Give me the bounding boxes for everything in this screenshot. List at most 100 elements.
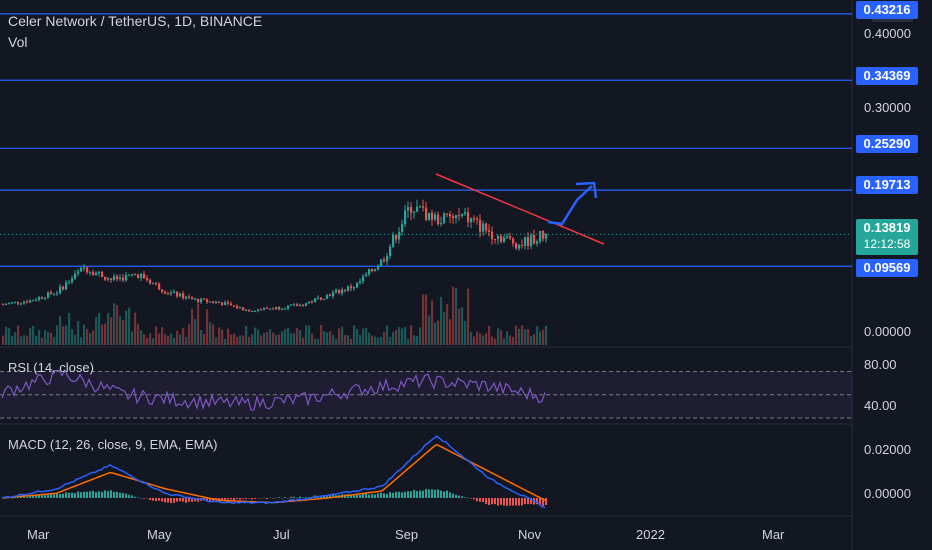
- candle-body: [209, 301, 212, 303]
- candle-body: [173, 291, 176, 293]
- candle-body: [14, 301, 17, 303]
- volume-bar: [518, 328, 521, 345]
- macd-histogram-bar: [23, 496, 25, 498]
- macd-histogram-bar: [38, 494, 40, 498]
- candle-body: [77, 271, 80, 274]
- volume-bar: [476, 331, 479, 345]
- macd-histogram-bar: [485, 498, 487, 505]
- candle-body: [257, 309, 260, 311]
- macd-histogram-bar: [104, 490, 106, 498]
- volume-bar: [281, 331, 284, 345]
- candle-body: [107, 278, 110, 280]
- macd-histogram-bar: [188, 498, 190, 502]
- volume-bar: [170, 333, 173, 345]
- candle-body: [299, 304, 302, 306]
- macd-histogram-bar: [119, 492, 121, 498]
- symbol-title[interactable]: Celer Network / TetherUS, 1D, BINANCE: [8, 13, 263, 29]
- volume-bar: [275, 335, 278, 345]
- macd-histogram-bar: [161, 498, 163, 502]
- volume-bar: [293, 333, 296, 345]
- macd-histogram-bar: [80, 492, 82, 498]
- macd-histogram-bar: [140, 497, 142, 499]
- volume-bar: [245, 325, 248, 345]
- candle-body: [302, 304, 305, 307]
- volume-bar: [110, 317, 113, 345]
- macd-histogram-bar: [380, 492, 382, 498]
- macd-histogram-bar: [248, 498, 250, 499]
- candle-body: [11, 302, 14, 304]
- volume-bar: [284, 329, 287, 345]
- volume-bar: [116, 305, 119, 345]
- candle-body: [119, 277, 122, 280]
- macd-histogram-bar: [71, 492, 73, 498]
- bar-countdown: 12:12:58: [863, 237, 911, 251]
- macd-histogram-bar: [302, 497, 304, 498]
- volume-bar: [401, 328, 404, 345]
- candle-body: [338, 290, 341, 294]
- volume-bar: [29, 328, 32, 345]
- volume-bar: [299, 330, 302, 345]
- volume-bar: [542, 329, 545, 345]
- volume-bar: [443, 312, 446, 345]
- candle-body: [293, 304, 296, 306]
- macd-histogram-bar: [149, 498, 151, 500]
- candle-body: [323, 298, 326, 300]
- macd-histogram-bar: [299, 496, 301, 498]
- volume-bar: [344, 334, 347, 345]
- volume-bar: [386, 325, 389, 345]
- candle-body: [38, 297, 41, 300]
- candle-body: [377, 266, 380, 270]
- volume-bar: [425, 294, 428, 345]
- volume-bar: [47, 332, 50, 345]
- candle-body: [425, 207, 428, 220]
- candle-body: [452, 216, 455, 219]
- macd-histogram-bar: [125, 493, 127, 498]
- macd-histogram-bar: [74, 493, 76, 498]
- volume-bar: [500, 330, 503, 345]
- level-tag-034369: 0.34369: [856, 67, 918, 85]
- macd-histogram-bar: [350, 495, 352, 498]
- candle-body: [65, 282, 68, 290]
- macd-histogram-bar: [401, 492, 403, 498]
- candle-body: [116, 276, 119, 280]
- volume-bar: [41, 337, 44, 345]
- macd-histogram-bar: [251, 498, 253, 500]
- volume-bar: [134, 312, 137, 345]
- candle-body: [518, 244, 521, 249]
- rsi-label[interactable]: RSI (14, close): [8, 360, 94, 375]
- volume-bar: [83, 324, 86, 345]
- level-tag-009569: 0.09569: [856, 259, 918, 277]
- candle-body: [356, 282, 359, 288]
- macd-histogram-bar: [116, 491, 118, 498]
- candle-body: [413, 211, 416, 213]
- candle-body: [245, 309, 248, 311]
- macd-histogram-bar: [83, 491, 85, 498]
- macd-label[interactable]: MACD (12, 26, close, 9, EMA, EMA): [8, 437, 218, 452]
- candle-body: [410, 206, 413, 213]
- macd-histogram-bar: [107, 491, 109, 498]
- volume-bar: [365, 327, 368, 345]
- macd-histogram-bar: [14, 497, 16, 498]
- volume-bar: [515, 325, 518, 345]
- volume-bar: [203, 334, 206, 345]
- volume-label[interactable]: Vol: [8, 34, 28, 50]
- macd-histogram-bar: [500, 498, 502, 505]
- macd-histogram-bar: [461, 496, 463, 498]
- volume-bar: [413, 335, 416, 345]
- macd-histogram-bar: [527, 498, 529, 505]
- volume-bar: [449, 319, 452, 345]
- macd-histogram-bar: [473, 498, 475, 500]
- volume-bar: [206, 309, 209, 345]
- macd-histogram-bar: [209, 498, 211, 502]
- volume-bar: [257, 329, 260, 345]
- volume-bar: [392, 332, 395, 345]
- volume-bar: [524, 329, 527, 345]
- volume-bar: [389, 336, 392, 345]
- macd-histogram-bar: [503, 498, 505, 506]
- volume-bar: [278, 334, 281, 345]
- volume-bar: [488, 325, 491, 345]
- volume-bar: [74, 334, 77, 345]
- macd-histogram-bar: [143, 498, 145, 499]
- volume-bar: [395, 329, 398, 345]
